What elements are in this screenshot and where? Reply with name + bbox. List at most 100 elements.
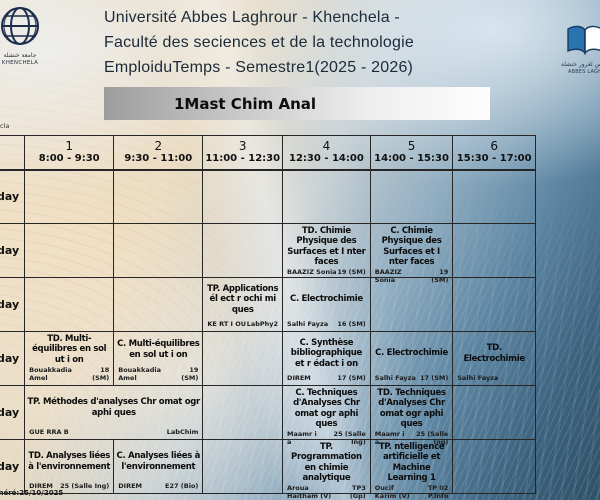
course-teacher: BAAZIZ Sonia	[374, 268, 402, 284]
day-label-wednesday: Wednesday	[0, 384, 26, 440]
timetable-grid: 1 8:00 - 9:30 2 9:30 - 11:00 3 11:00 - 1…	[0, 135, 536, 500]
empty-cell	[24, 276, 115, 332]
empty-cell	[113, 276, 204, 332]
course-cell-thursday-slot4: TP. Programmation en chimie analytique A…	[282, 438, 371, 500]
course-teacher: Maamr i a	[374, 430, 405, 446]
page-title: Université Abbes Laghrour - Khenchela - …	[104, 6, 414, 80]
day-row-sunday: Sunday TD. Chimie Physique des Surfaces …	[0, 222, 536, 284]
course-teacher: Salhi Fayza	[374, 373, 416, 382]
course-teacher: Aroua Haitham (V)	[287, 484, 332, 500]
left-edge-text-fragment: cla	[0, 122, 10, 130]
slot-header-6: 6 15:30 - 17:00	[452, 135, 536, 171]
slot-header-2: 2 9:30 - 11:00	[113, 135, 204, 171]
course-title: C. Electrochimie	[290, 294, 363, 305]
generated-date: Généré:25/10/2025	[0, 489, 64, 497]
day-label-saturday: Saturday	[0, 169, 26, 224]
corner-cell	[0, 135, 26, 171]
day-label-thursday: Thursday	[0, 438, 26, 494]
course-cell-sunday-slot4: TD. Chimie Physique des Surfaces et I nt…	[282, 222, 371, 278]
course-teacher: Salhi Fayza	[457, 373, 499, 382]
empty-cell	[452, 384, 536, 440]
course-teacher: Oucif Karim (V)	[374, 484, 410, 500]
course-cell-tuesday-slot5: C. Electrochimie Salhi Fayza 17 (SM)	[369, 330, 454, 386]
empty-cell	[369, 169, 454, 224]
title-line-semester: EmploiduTemps - Semestre1(2025 - 2026)	[104, 58, 414, 76]
course-room: 19 (SM)	[181, 365, 199, 382]
slot-time: 14:00 - 15:30	[374, 153, 449, 165]
empty-cell	[113, 222, 204, 278]
empty-cell	[452, 438, 536, 494]
course-teacher: DIREM	[287, 373, 311, 382]
university-logo-left: جامعة خنشلة KHENCHELA	[0, 3, 50, 66]
course-title: TD. Analyses liées à l'environnement	[28, 450, 111, 472]
course-cell-tuesday-slot1: TD. Multi-équilibres en sol ut i on Boua…	[24, 330, 115, 386]
group-name: 1Mast Chim Anal	[174, 94, 317, 113]
course-title: C. Chimie Physique des Surfaces et I nte…	[381, 225, 442, 268]
course-cell-tuesday-slot6: TD. Electrochimie Salhi Fayza	[452, 330, 536, 386]
course-room: 16 (SM)	[337, 319, 366, 328]
course-teacher: Bouakkadia Amel	[118, 365, 161, 382]
course-teacher: Salhi Fayza	[287, 319, 329, 328]
empty-cell	[452, 276, 536, 332]
slot-header-3: 3 11:00 - 12:30	[202, 135, 284, 171]
empty-cell	[369, 276, 454, 332]
course-title: TD. Electrochimie	[463, 342, 526, 364]
course-room: 25 (Salle Ing)	[333, 430, 366, 446]
course-room: 17 (SM)	[419, 373, 449, 382]
course-title: TD. Multi-équilibres en sol ut i on	[32, 333, 107, 365]
slot-time: 8:00 - 9:30	[38, 153, 100, 165]
course-teacher: BAAZIZ Sonia	[287, 268, 337, 276]
day-label-sunday: Sunday	[0, 222, 26, 278]
slot-time: 12:30 - 14:00	[289, 153, 364, 165]
day-row-wednesday: Wednesday TP. Méthodes d'analyses Chr om…	[0, 384, 536, 446]
course-cell-wednesday-slot1-2: TP. Méthodes d'analyses Chr omat ogr aph…	[24, 384, 204, 440]
right-logo-latin-caption: ABBES LAGH	[567, 68, 600, 75]
course-title: C. Analyses liées à l'environnement	[116, 450, 201, 472]
course-title: TP. Programmation en chimie analytique	[291, 441, 362, 484]
empty-cell	[452, 169, 536, 224]
course-cell-monday-slot3: TP. Applications él ect r ochi mi ques K…	[202, 276, 284, 332]
day-label-tuesday: Tuesday	[0, 330, 26, 386]
open-book-icon	[567, 25, 600, 56]
group-banner: 1Mast Chim Anal	[104, 87, 490, 120]
empty-cell	[202, 169, 284, 224]
course-room: LabPhy2	[246, 319, 279, 328]
day-label-monday: Monday	[0, 276, 26, 332]
course-title: TD. Chimie Physique des Surfaces et I nt…	[287, 225, 366, 268]
empty-cell	[113, 169, 204, 224]
course-teacher: GUE RRA B	[29, 427, 69, 436]
course-room: TP3 (Gp)	[349, 484, 366, 500]
course-room: 19 (SM)	[337, 268, 366, 276]
course-title: C. Electrochimie	[375, 348, 448, 359]
course-title: C. Techniques d'Analyses Chr omat ogr ap…	[293, 387, 360, 430]
empty-cell	[202, 438, 284, 494]
title-line-faculty: Faculté des seciences et de la technolog…	[104, 33, 414, 51]
university-logo-right: عباس لغرور خنشلة ABBES LAGH	[554, 24, 600, 75]
course-cell-tuesday-slot2: C. Multi-équilibres en sol ut i on Bouak…	[113, 330, 204, 386]
course-teacher: Bouakkadia Amel	[29, 365, 72, 382]
course-title: TP. ntelligence artificielle et Machine …	[378, 441, 445, 484]
course-room: 25 (Salle Ing)	[416, 430, 449, 446]
course-teacher: DIREM	[29, 481, 53, 490]
empty-cell	[282, 169, 371, 224]
slot-header-row: 1 8:00 - 9:30 2 9:30 - 11:00 3 11:00 - 1…	[0, 135, 536, 171]
course-room: 17 (SM)	[337, 373, 366, 382]
slot-time: 15:30 - 17:00	[456, 153, 532, 165]
slot-time: 9:30 - 11:00	[124, 153, 193, 165]
slot-time: 11:00 - 12:30	[205, 153, 281, 165]
title-line-university: Université Abbes Laghrour - Khenchela -	[104, 9, 400, 26]
course-title: TP. Méthodes d'analyses Chr omat ogr aph…	[27, 396, 201, 418]
course-room: 25 (Salle Ing)	[60, 481, 110, 490]
course-title: C. Multi-équilibres en sol ut i on	[117, 338, 200, 360]
empty-cell	[452, 222, 536, 278]
course-teacher: KE RT I OU	[207, 319, 246, 328]
course-cell-thursday-slot2: C. Analyses liées à l'environnement DIRE…	[113, 438, 204, 494]
left-logo-latin-caption: KHENCHELA	[1, 59, 39, 66]
course-cell-sunday-slot5: C. Chimie Physique des Surfaces et I nte…	[369, 222, 454, 284]
empty-cell	[24, 222, 115, 278]
globe-icon	[1, 7, 39, 45]
day-row-monday: Monday TP. Applications él ect r ochi mi…	[0, 276, 536, 332]
day-row-thursday: Thursday TD. Analyses liées à l'environn…	[0, 438, 536, 500]
course-cell-wednesday-slot5: TD. Techniques d'Analyses Chr omat ogr a…	[369, 384, 454, 446]
